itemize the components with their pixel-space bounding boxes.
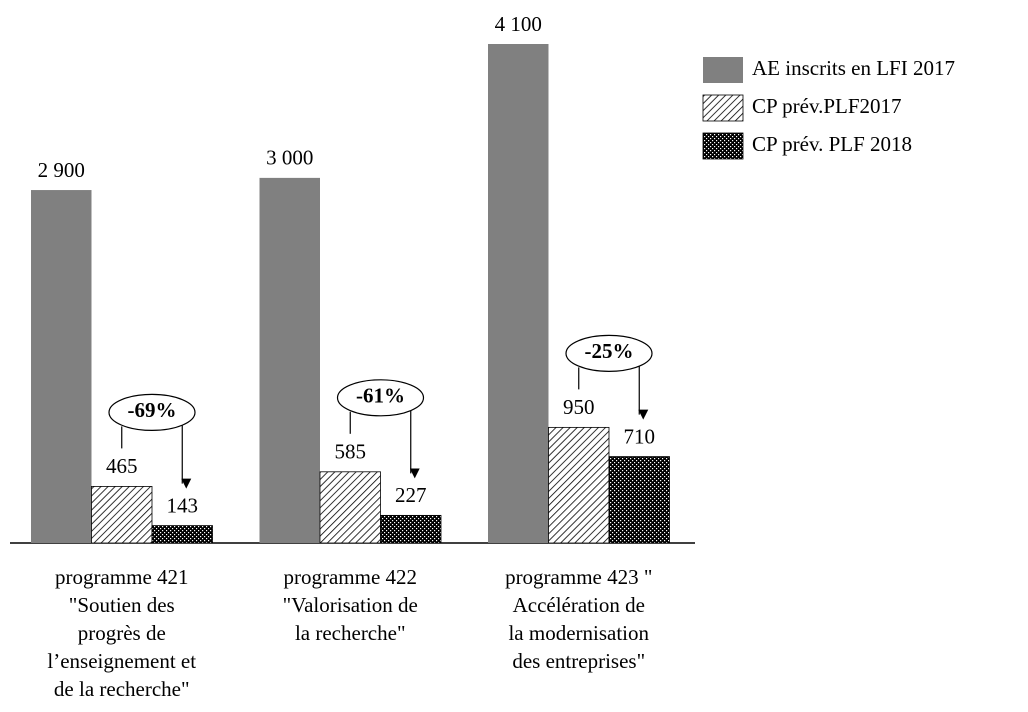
x-tick-label: programme 422 "Valorisation de la recher… xyxy=(282,565,418,645)
annotation-ellipse xyxy=(565,334,653,372)
value-label: 950 xyxy=(563,395,595,419)
value-label: 3 000 xyxy=(266,146,313,170)
legend-swatch xyxy=(703,57,743,83)
legend-swatch xyxy=(702,132,744,160)
value-label: 2 900 xyxy=(38,158,85,182)
bar xyxy=(259,177,320,543)
bar xyxy=(31,190,92,544)
x-tick-label: programme 421 "Soutien des progrès de l’… xyxy=(47,565,197,701)
x-tick-label: programme 423 " Accélération de la moder… xyxy=(505,565,653,673)
bar xyxy=(548,426,610,544)
legend-label: CP prév. PLF 2018 xyxy=(752,132,912,156)
value-label: 4 100 xyxy=(495,12,542,36)
value-label: 465 xyxy=(106,454,138,478)
annotation: -69% xyxy=(128,398,177,422)
bar xyxy=(151,525,213,544)
legend-label: CP prév.PLF2017 xyxy=(752,94,902,118)
bar xyxy=(91,486,153,544)
annotation-ellipse xyxy=(108,393,196,432)
value-label: 585 xyxy=(335,440,367,464)
bar xyxy=(488,44,549,543)
bar xyxy=(380,514,442,544)
value-label: 710 xyxy=(624,424,656,448)
annotation-ellipse xyxy=(336,379,425,417)
bar xyxy=(319,471,381,544)
legend-swatch xyxy=(702,94,744,122)
value-label: 143 xyxy=(167,493,199,517)
annotation: -61% xyxy=(356,384,405,408)
annotation: -25% xyxy=(585,339,634,363)
legend-label: AE inscrits en LFI 2017 xyxy=(752,56,955,80)
value-label: 227 xyxy=(395,483,427,507)
bar xyxy=(608,456,670,544)
